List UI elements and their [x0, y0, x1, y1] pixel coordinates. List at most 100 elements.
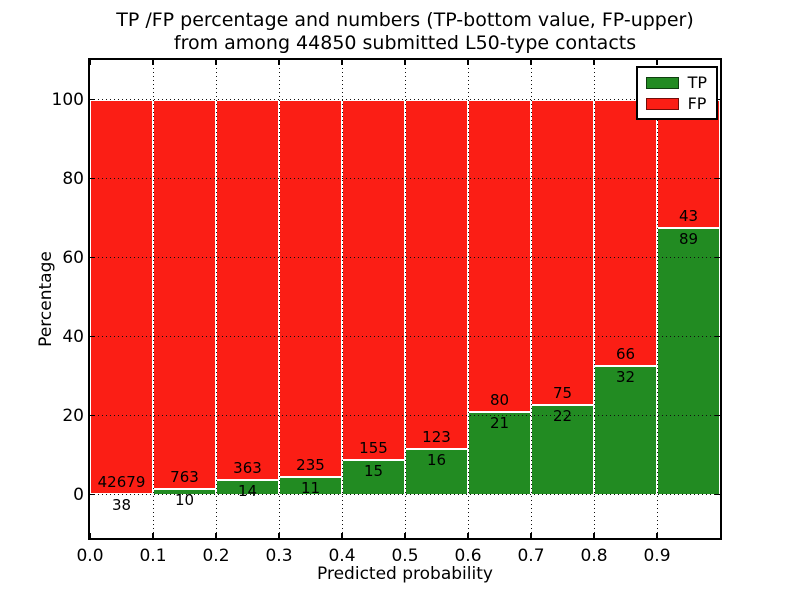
x-tick-mark: [89, 533, 91, 538]
y-tick-mark: [715, 335, 720, 338]
fp-swatch-icon: [645, 97, 679, 110]
fp-count-label: 66: [615, 344, 636, 363]
tp-count-label: 11: [300, 478, 321, 497]
tp-count-label: 10: [174, 491, 195, 510]
x-tick-mark: [89, 60, 91, 65]
plot-area: 42679 38 763 10 363 14 235 11 155 15 123 16 80 21 75 22…: [88, 58, 722, 540]
bar-segment-fp: [153, 99, 216, 490]
gridline-vertical: [215, 60, 217, 538]
legend-row-tp: TP: [645, 72, 707, 93]
tp-count-label: 22: [552, 406, 573, 425]
x-tick-mark: [278, 60, 280, 65]
y-tick-label: 0: [73, 484, 84, 505]
x-tick-mark: [530, 533, 532, 538]
tp-count-label: 14: [237, 481, 258, 500]
x-tick-mark: [215, 60, 217, 65]
gridline-vertical: [593, 60, 595, 538]
legend-label-fp: FP: [687, 93, 707, 113]
tp-count-label: 16: [426, 451, 447, 470]
x-tick-mark: [404, 533, 406, 538]
x-tick-label: 0.1: [139, 546, 167, 566]
tp-count-label: 89: [678, 230, 699, 249]
x-tick-mark: [152, 533, 154, 538]
x-tick-label: 0.5: [391, 546, 419, 566]
x-tick-mark: [530, 60, 532, 65]
x-tick-label: 0.3: [265, 546, 293, 566]
y-tick-mark: [90, 414, 95, 417]
x-tick-label: 0.9: [643, 546, 671, 566]
tp-swatch-icon: [645, 76, 679, 89]
x-tick-label: 0.0: [76, 546, 104, 566]
y-tick-label: 80: [62, 168, 84, 189]
x-tick-mark: [656, 533, 658, 538]
y-tick-mark: [90, 177, 95, 180]
y-tick-mark: [715, 414, 720, 417]
tp-count-label: 32: [615, 367, 636, 386]
chart-title-line-2: from among 44850 submitted L50-type cont…: [173, 32, 637, 54]
y-tick-label: 100: [51, 89, 84, 110]
y-tick-mark: [90, 335, 95, 338]
tp-count-label: 21: [489, 414, 510, 433]
x-tick-label: 0.6: [454, 546, 482, 566]
gridline-vertical: [656, 60, 658, 538]
legend-row-fp: FP: [645, 93, 707, 114]
fp-count-label: 763: [170, 468, 199, 487]
y-tick-label: 40: [62, 326, 84, 347]
tp-count-label: 15: [363, 461, 384, 480]
y-tick-label: 20: [62, 405, 84, 426]
y-tick-mark: [90, 493, 95, 496]
fp-count-label: 235: [296, 455, 325, 474]
y-tick-mark: [90, 256, 95, 259]
y-tick-mark: [715, 177, 720, 180]
bar-segment-tp: [468, 412, 531, 495]
bar-segment-tp: [405, 449, 468, 495]
bar-segment-fp: [279, 99, 342, 477]
bar-segment-fp: [216, 99, 279, 480]
gridline-vertical: [278, 60, 280, 538]
tp-count-label: 38: [111, 496, 132, 515]
bar-segment-fp: [342, 99, 405, 460]
x-tick-mark: [404, 60, 406, 65]
x-tick-mark: [593, 533, 595, 538]
x-tick-label: 0.8: [580, 546, 608, 566]
bar-segment-fp: [531, 99, 594, 405]
x-tick-label: 0.4: [328, 546, 356, 566]
legend-label-tp: TP: [687, 72, 707, 92]
bar-segment-fp: [468, 99, 531, 413]
x-tick-mark: [341, 60, 343, 65]
x-tick-mark: [215, 533, 217, 538]
x-axis-label: Predicted probability: [317, 564, 493, 584]
bar-segment-fp: [405, 99, 468, 450]
y-tick-mark: [715, 493, 720, 496]
y-tick-mark: [715, 256, 720, 259]
bar-segment-fp: [90, 99, 153, 495]
gridline-vertical: [404, 60, 406, 538]
x-tick-mark: [152, 60, 154, 65]
x-tick-mark: [656, 60, 658, 65]
fp-count-label: 80: [489, 391, 510, 410]
x-tick-mark: [467, 60, 469, 65]
bar-segment-tp: [657, 228, 720, 495]
y-tick-label: 60: [62, 247, 84, 268]
bar-segment-fp: [594, 99, 657, 366]
gridline-vertical: [467, 60, 469, 538]
x-tick-label: 0.2: [202, 546, 230, 566]
x-tick-mark: [593, 60, 595, 65]
legend: TP FP: [635, 66, 718, 120]
fp-count-label: 363: [233, 458, 262, 477]
chart-title-line-1: TP /FP percentage and numbers (TP-bottom…: [116, 9, 694, 31]
x-tick-mark: [467, 533, 469, 538]
fp-count-label: 123: [422, 428, 451, 447]
fp-count-label: 155: [359, 438, 388, 457]
y-tick-mark: [90, 98, 95, 101]
gridline-vertical: [530, 60, 532, 538]
gridline-vertical: [341, 60, 343, 538]
x-tick-mark: [278, 533, 280, 538]
gridline-vertical: [152, 60, 154, 538]
x-tick-label: 0.7: [517, 546, 545, 566]
fp-count-label: 75: [552, 383, 573, 402]
fp-count-label: 42679: [97, 473, 146, 492]
bar-segment-fp: [657, 99, 720, 229]
x-tick-mark: [341, 533, 343, 538]
